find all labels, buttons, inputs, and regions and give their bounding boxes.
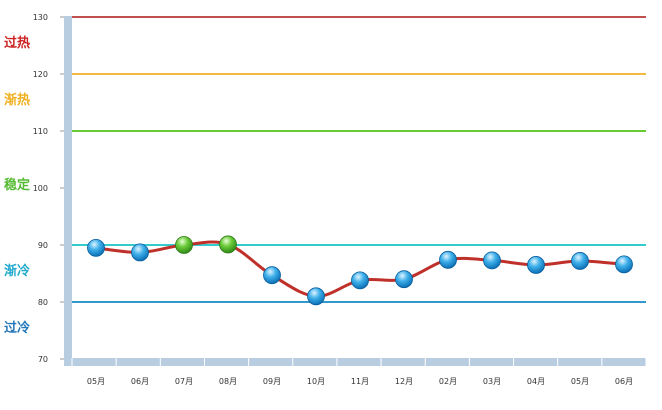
data-point [351,271,369,290]
y-tick-label: 110 [33,127,48,136]
x-tick-label: 05月 [87,377,105,386]
x-tick-label: 10月 [307,377,325,386]
x-axis-bar [64,358,646,366]
zone-label: 渐热 [4,92,31,108]
data-point [175,236,193,254]
x-axis-ticks: 05月 06月 07月 08月 09月 10月 11月 12月 02月 03月 04月 05月 06月 [71,358,647,386]
x-tick-label: 06月 [131,377,149,386]
data-points [87,235,633,306]
x-tick-label: 04月 [527,377,545,386]
y-axis-bar [64,16,72,361]
y-tick-label: 120 [33,70,48,79]
data-point [483,251,501,270]
zone-label: 过热 [4,35,31,51]
y-tick-label: 130 [33,13,48,22]
zone-label: 渐冷 [4,263,31,279]
data-point [439,250,457,269]
data-point [87,238,105,257]
y-tick-label: 100 [33,184,48,193]
x-tick-label: 07月 [175,377,193,386]
x-tick-label: 08月 [219,377,237,386]
y-tick-label: 80 [38,298,48,307]
x-tick-label: 05月 [571,377,589,386]
y-tick-label: 70 [38,355,48,364]
data-point [307,287,325,306]
x-tick-label: 12月 [395,377,413,386]
zone-label: 稳定 [4,178,31,194]
data-point [527,256,545,274]
threshold-lines [72,16,646,303]
x-tick-label: 11月 [351,377,369,386]
x-tick-label: 03月 [483,377,501,386]
zone-label: 过冷 [4,320,31,336]
data-point [263,266,281,285]
data-point [219,235,237,254]
x-tick-label: 02月 [439,377,457,386]
x-tick-label: 06月 [615,377,633,386]
y-tick-label: 90 [38,241,48,250]
data-point [131,243,149,262]
data-point [571,252,589,270]
data-point [395,270,413,289]
data-point [615,255,633,274]
x-tick-label: 09月 [263,377,281,386]
y-axis-ticks: 70 80 90 100 110 120 130 [33,13,64,364]
